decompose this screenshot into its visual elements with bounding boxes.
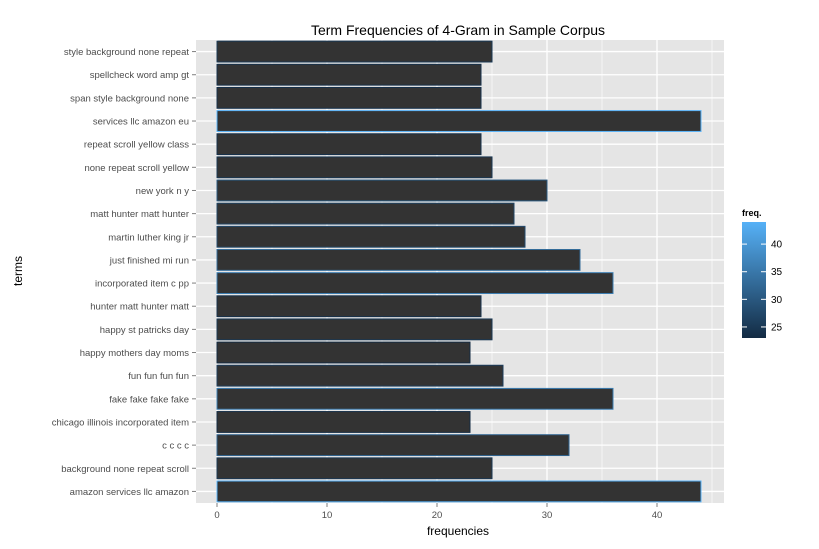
y-axis-title: terms	[11, 256, 25, 286]
y-tick-label: just finished mi run	[109, 255, 189, 266]
y-tick-label: none repeat scroll yellow	[84, 163, 189, 174]
bar	[216, 179, 548, 202]
y-tick-label: fun fun fun fun	[128, 371, 189, 382]
bar	[216, 457, 493, 480]
legend-tick-label: 25	[771, 322, 783, 333]
y-tick-label: amazon services llc amazon	[70, 487, 189, 498]
x-axis-title: frequencies	[427, 524, 489, 538]
x-tick-label: 30	[542, 510, 553, 521]
x-tick-label: 20	[432, 510, 443, 521]
y-tick-label: c c c c	[162, 441, 189, 452]
y-tick-label: spellcheck word amp gt	[90, 70, 190, 81]
legend-ticks: 25 30 35 40	[742, 240, 783, 333]
bar	[216, 249, 581, 271]
bar	[216, 341, 471, 364]
y-tick-label: hunter matt hunter matt	[90, 302, 189, 313]
bar	[216, 434, 570, 457]
x-tick-label: 40	[652, 510, 663, 521]
bar	[216, 225, 526, 248]
bar	[216, 364, 504, 387]
bar	[216, 387, 614, 410]
bar	[216, 272, 614, 294]
bar	[216, 86, 482, 109]
legend-tick-label: 35	[771, 267, 783, 278]
bar	[216, 40, 493, 63]
y-tick-labels: amazon services llc amazon background non…	[52, 47, 196, 498]
legend-title: freq.	[742, 208, 762, 218]
chart-title: Term Frequencies of 4-Gram in Sample Cor…	[311, 22, 605, 38]
bar	[216, 411, 471, 433]
y-tick-label: new york n y	[136, 186, 190, 197]
y-tick-label: happy mothers day moms	[80, 348, 190, 359]
legend-colorbar	[742, 222, 766, 338]
bars	[216, 40, 702, 503]
x-tick-labels: 0 10 20 30 40	[214, 503, 662, 521]
bar	[216, 133, 482, 156]
y-tick-label: style background none repeat	[64, 47, 190, 58]
y-tick-label: matt hunter matt hunter	[90, 209, 189, 220]
y-tick-label: incorporated item c pp	[95, 279, 189, 290]
y-tick-label: repeat scroll yellow class	[84, 140, 189, 151]
x-tick-label: 0	[214, 510, 219, 521]
legend: freq. 25 30 35 40	[742, 208, 783, 338]
bar	[216, 63, 482, 86]
bar	[216, 318, 493, 341]
bar	[216, 480, 702, 503]
y-tick-label: span style background none	[70, 93, 189, 104]
bar	[216, 295, 482, 318]
y-tick-label: martin luther king jr	[108, 232, 189, 243]
bar	[216, 110, 702, 132]
legend-tick-label: 30	[771, 295, 783, 306]
y-tick-label: chicago illinois incorporated item	[52, 417, 189, 428]
x-tick-label: 10	[322, 510, 333, 521]
y-tick-label: services llc amazon eu	[93, 117, 189, 128]
y-tick-label: background none repeat scroll	[61, 464, 189, 475]
bar	[216, 202, 515, 225]
legend-tick-label: 40	[771, 240, 783, 251]
y-tick-label: happy st patricks day	[100, 325, 189, 336]
plot-panel	[196, 40, 724, 503]
y-tick-label: fake fake fake fake	[109, 394, 189, 405]
bar	[216, 156, 493, 179]
